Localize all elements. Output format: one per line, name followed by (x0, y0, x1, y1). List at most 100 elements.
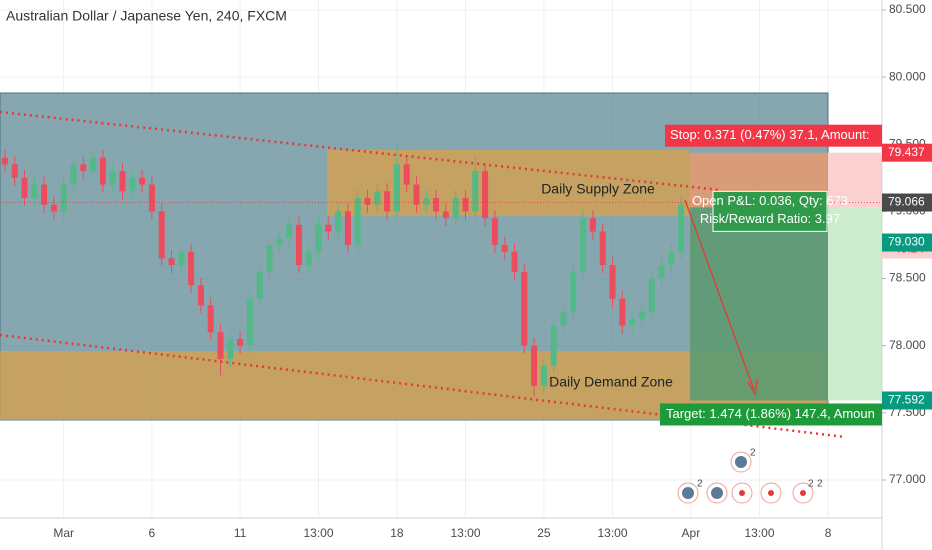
candle-body (227, 338, 234, 360)
candle-body (550, 325, 557, 366)
candle-body (472, 171, 479, 212)
price-tag: 77.592 (888, 393, 925, 407)
candle-body (638, 312, 645, 319)
candle-body (501, 244, 508, 252)
candle-body (207, 305, 214, 333)
candle-body (217, 332, 224, 360)
target-box (660, 403, 882, 426)
stop-box (665, 124, 882, 147)
candle-body (344, 211, 351, 245)
x-tick-label: 13:00 (744, 526, 774, 540)
candle-body (90, 157, 97, 172)
axes: 77.00077.50078.00078.50079.00079.50080.0… (53, 2, 926, 540)
candle-body (629, 318, 636, 326)
candle-body (11, 164, 18, 178)
candle-body (521, 271, 528, 346)
candle-body (678, 204, 685, 252)
target-zone-ext (828, 207, 882, 401)
candle-body (384, 191, 391, 212)
candle-body (246, 298, 253, 346)
candle-body (658, 265, 665, 279)
candle-body (178, 251, 185, 266)
price-tag: 79.030 (888, 235, 925, 249)
x-tick-label: 25 (537, 526, 551, 540)
candle-body (41, 184, 48, 205)
candle-body (433, 197, 440, 212)
candle-body (335, 211, 342, 232)
event-badge: 2 (697, 479, 703, 490)
candle-body (619, 298, 626, 326)
ratio-label: Risk/Reward Ratio: 3.97 (700, 211, 840, 226)
candle-body (403, 164, 410, 185)
candle-body (237, 338, 244, 346)
candle-body (99, 157, 106, 185)
candle-body (276, 238, 283, 245)
candle-body (580, 218, 587, 272)
candle-body (315, 224, 322, 252)
projection-arrow (684, 199, 755, 391)
candle-body (1, 157, 8, 165)
candle-body (139, 177, 146, 185)
candle-body (158, 211, 165, 259)
event-icon (800, 490, 806, 496)
candle-body (295, 224, 302, 266)
candle-body (305, 251, 312, 266)
target-label: Target: 1.474 (1.86%) 147.4, Amoun (666, 406, 875, 421)
stop-zone-ext (828, 152, 882, 208)
supply-label: Daily Supply Zone (541, 181, 655, 197)
candle-body (21, 177, 28, 198)
candle-body (266, 244, 273, 272)
candle-body (442, 211, 449, 219)
event-icon (711, 487, 723, 499)
x-tick-label: 13:00 (597, 526, 627, 540)
candle-body (31, 184, 38, 198)
candle-body (70, 164, 77, 185)
candle-body (325, 224, 332, 232)
candle-body (256, 271, 263, 299)
x-tick-label: Apr (682, 526, 701, 540)
stop-label: Stop: 0.371 (0.47%) 37.1, Amount: (670, 127, 869, 142)
candle-body (148, 184, 155, 212)
x-tick-label: 8 (825, 526, 832, 540)
candle-body (129, 177, 136, 192)
upper-trendline (0, 110, 721, 192)
candle-body (109, 171, 116, 185)
candle-body (197, 285, 204, 306)
demand-label: Daily Demand Zone (549, 374, 673, 390)
x-tick-label: 11 (234, 526, 247, 540)
candle-body (423, 197, 430, 205)
candle-body (511, 251, 518, 272)
price-tag-bg (882, 193, 932, 212)
candle-body (354, 197, 361, 245)
candle-body (60, 184, 67, 212)
candle-body (648, 278, 655, 313)
zones (0, 150, 882, 420)
y-tick-label: 77.000 (889, 472, 926, 486)
candle-body (80, 164, 87, 172)
y-tick-label: 80.500 (889, 2, 926, 16)
candle-body (560, 312, 567, 326)
price-tag-bg (882, 143, 932, 162)
target-zone (690, 207, 828, 401)
event-icon (739, 490, 745, 496)
event-badge: 2 (808, 479, 814, 490)
events: 2 2 2 2 (677, 448, 823, 504)
candle-body (50, 204, 57, 212)
pnl-box (712, 190, 828, 232)
event-badge: 2 (817, 479, 823, 490)
labels: Daily Supply Zone Daily Demand Zone Stop: … (541, 124, 932, 426)
price-tag: 79.437 (888, 145, 925, 159)
x-tick-label: 13:00 (450, 526, 480, 540)
candle-body (482, 171, 489, 219)
candle-body (540, 365, 547, 386)
x-tick-label: 6 (149, 526, 156, 540)
candle-body (286, 224, 293, 239)
candle-body (413, 184, 420, 205)
candle-body (393, 164, 400, 212)
event-icon (768, 490, 774, 496)
chart-title: Australian Dollar / Japanese Yen, 240, F… (6, 8, 287, 24)
x-tick-label: Mar (53, 526, 74, 540)
candle-body (188, 251, 195, 286)
candle-body (168, 258, 175, 266)
